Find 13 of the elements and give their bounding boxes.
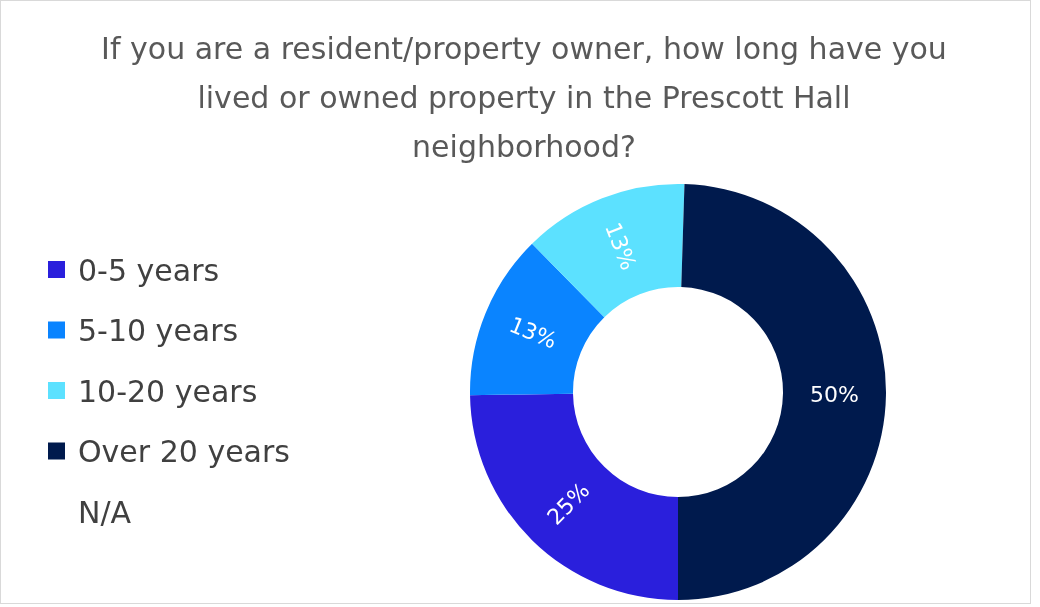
donut-slice xyxy=(532,184,685,318)
data-label: 13% xyxy=(600,219,642,274)
data-label: 13% xyxy=(505,312,561,354)
chart-title: If you are a resident/property owner, how long have you lived or owned property in the Prescott Hall neighborhood? xyxy=(101,30,947,164)
legend-label: 5-10 years xyxy=(78,313,239,348)
legend-label: Over 20 years xyxy=(78,434,290,469)
donut-slice xyxy=(678,184,886,600)
legend-label: 0-5 years xyxy=(78,252,220,288)
legend-label: 10-20 years xyxy=(78,373,258,409)
donut-slice xyxy=(470,243,605,396)
category-label: N/A xyxy=(78,494,132,530)
donut-slice xyxy=(470,393,678,600)
data-label: 50% xyxy=(810,382,859,408)
